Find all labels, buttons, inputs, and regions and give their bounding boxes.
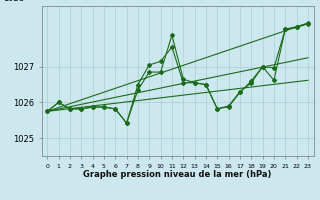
X-axis label: Graphe pression niveau de la mer (hPa): Graphe pression niveau de la mer (hPa) xyxy=(84,170,272,179)
Text: 1028: 1028 xyxy=(3,0,24,3)
